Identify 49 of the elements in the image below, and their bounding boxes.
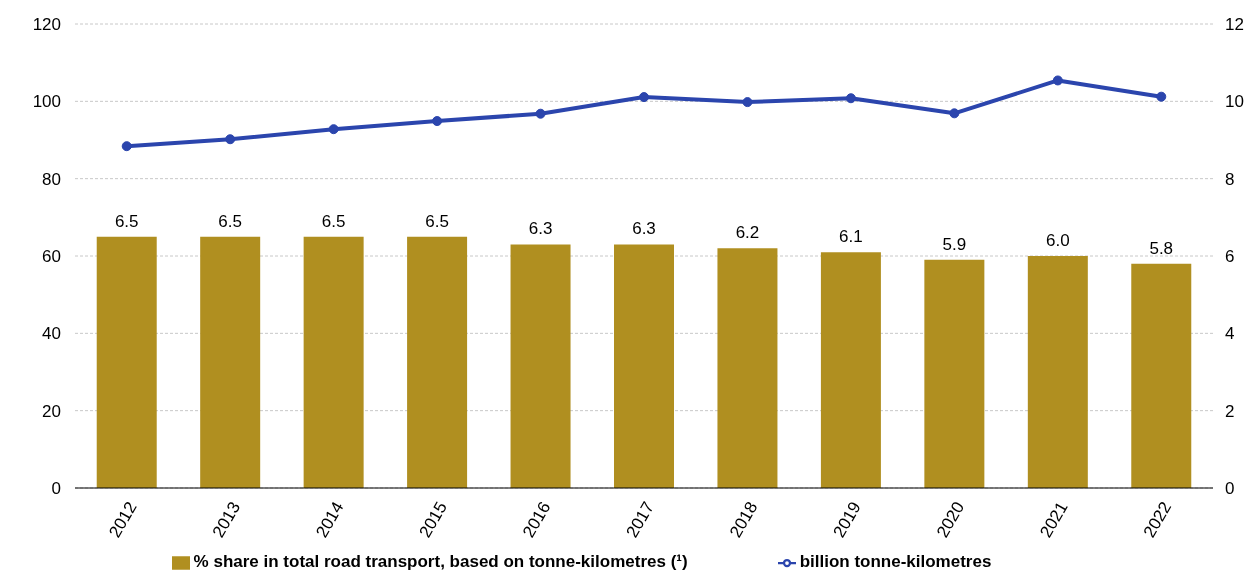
point	[225, 134, 236, 145]
y-tick-label: 80	[42, 169, 61, 189]
bar	[924, 259, 985, 488]
data-label: 5.9	[942, 234, 967, 254]
legend-label: % share in total road transport, based on tonne-kilometres (¹)	[193, 552, 688, 571]
bar	[614, 244, 674, 488]
data-label: 6.5	[321, 211, 346, 231]
point	[1156, 91, 1167, 102]
y-tick-label: 60	[42, 247, 61, 267]
point	[949, 108, 960, 119]
y-tick-label: 120	[32, 15, 61, 35]
point	[845, 93, 856, 104]
bar	[510, 244, 571, 488]
data-label: 6.5	[425, 211, 449, 231]
legend-label: billion tonne-kilometres	[799, 552, 992, 571]
bar	[200, 236, 261, 488]
y-tick-label: 0	[51, 479, 61, 499]
bar	[303, 236, 364, 488]
bar	[1027, 256, 1088, 488]
bar	[96, 236, 157, 488]
y-tick-label: 100	[32, 92, 61, 112]
point	[328, 124, 339, 135]
point	[121, 141, 132, 152]
point	[535, 108, 546, 119]
y2-tick-label: 0	[1225, 479, 1235, 499]
y2-tick-label: 4	[1225, 324, 1235, 344]
y2-tick-label: 12	[1225, 15, 1244, 35]
y2-tick-label: 2	[1225, 401, 1235, 421]
data-label: 6.0	[1046, 231, 1070, 250]
data-label: 6.3	[528, 219, 553, 239]
data-label: 6.5	[114, 211, 139, 231]
y2-tick-label: 10	[1225, 92, 1244, 112]
y-tick-label: 20	[42, 401, 61, 421]
point	[1052, 75, 1063, 86]
point	[742, 97, 753, 108]
point	[639, 92, 649, 103]
y2-tick-label: 6	[1225, 247, 1235, 267]
bar	[1131, 263, 1192, 488]
bar	[820, 252, 881, 488]
bar	[407, 236, 468, 488]
data-label: 6.3	[632, 219, 656, 239]
data-label: 6.1	[839, 227, 863, 247]
data-label: 6.2	[735, 223, 760, 243]
y-tick-label: 40	[42, 324, 61, 344]
data-label: 6.5	[218, 211, 242, 231]
y2-tick-label: 8	[1225, 169, 1235, 189]
point	[432, 116, 443, 127]
data-label: 5.8	[1149, 238, 1174, 258]
bar	[717, 248, 778, 488]
